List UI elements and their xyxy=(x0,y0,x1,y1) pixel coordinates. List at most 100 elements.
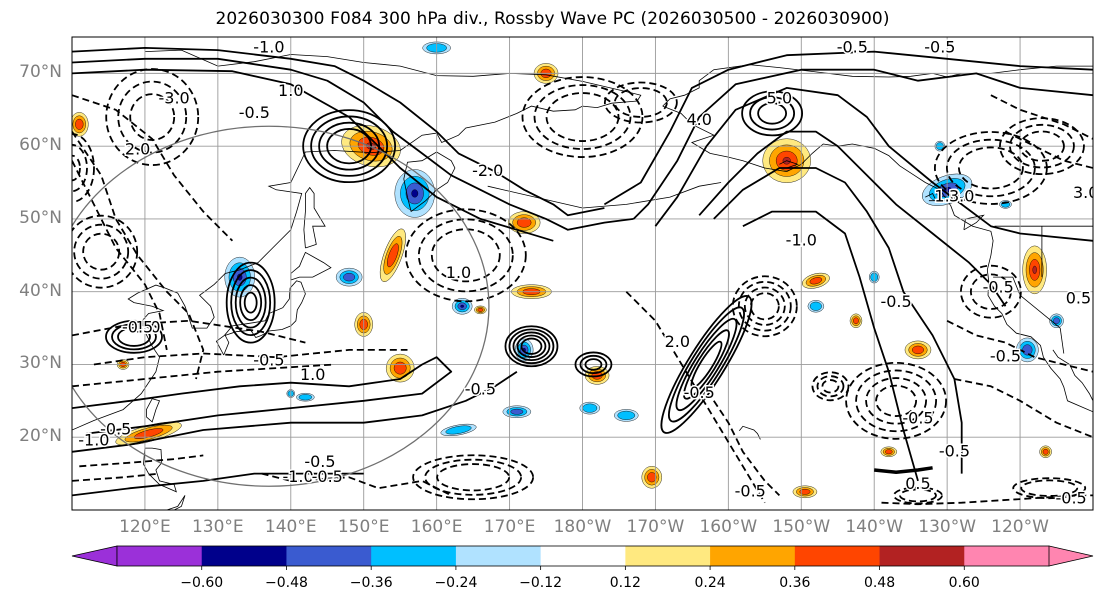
contour-label: -0.5 xyxy=(304,452,335,471)
colorbar-tick-label: 0.48 xyxy=(863,575,896,591)
positive-contour xyxy=(603,50,1093,206)
contour-labels: -1.0 -0.5 -0.55.04.02.0-3.0-0.51.0-2.01.03… xyxy=(77,37,1098,509)
positive-contour xyxy=(690,340,723,389)
negative-contour xyxy=(625,291,766,504)
contour-label: 4.0 xyxy=(686,110,711,129)
longitude-label: 150°E xyxy=(337,517,390,537)
contour-label: -0.5 xyxy=(902,409,933,428)
coastline xyxy=(1059,328,1065,354)
coastline xyxy=(963,214,985,231)
negative-contour xyxy=(436,463,511,492)
positive-contour xyxy=(698,130,1007,307)
positive-contour xyxy=(512,331,551,362)
colorbar-tick-label: −0.12 xyxy=(519,575,563,591)
positive-contour xyxy=(302,109,397,184)
colorbar-tick-label: −0.24 xyxy=(434,575,478,591)
positive-contour xyxy=(72,370,518,453)
divergence-blob xyxy=(1049,313,1064,328)
negative-contour xyxy=(72,154,81,182)
negative-contour xyxy=(424,458,523,496)
divergence-blob xyxy=(614,409,639,422)
divergence-blob xyxy=(335,267,363,287)
negative-contour xyxy=(999,117,1085,176)
contour-label: 1.0 xyxy=(934,187,959,206)
negative-contour xyxy=(749,292,780,321)
negative-contour xyxy=(603,81,678,124)
divergence-blob xyxy=(379,228,406,282)
negative-contour xyxy=(960,264,1022,319)
colorbar-segment xyxy=(540,546,626,566)
coastline xyxy=(145,398,161,423)
map-title: 2026030300 F084 300 hPa div., Rossby Wav… xyxy=(215,9,890,29)
negative-contour xyxy=(72,133,95,203)
contour-label: -0.5 xyxy=(122,318,153,337)
contour-label: -1.0 xyxy=(129,318,160,337)
colorbar-segment xyxy=(286,546,372,566)
coastline xyxy=(303,186,326,249)
latitude-label: 70°N xyxy=(19,62,62,83)
divergence-blob xyxy=(849,313,863,328)
positive-contour xyxy=(683,329,730,400)
negative-contour xyxy=(72,94,234,242)
contour-label: -0.5 xyxy=(465,379,496,398)
longitude-label: 120°W xyxy=(991,517,1049,537)
colorbar-segment xyxy=(625,546,711,566)
contour-label: -0.5 xyxy=(312,467,343,486)
divergence-blob xyxy=(440,423,477,436)
map-frame xyxy=(71,36,1094,511)
negative-contour xyxy=(990,94,1093,140)
negative-contour xyxy=(545,92,620,142)
longitude-label: 160°E xyxy=(410,517,463,537)
longitude-label: 140°W xyxy=(845,517,904,537)
negative-contour xyxy=(261,472,452,497)
positive-contour xyxy=(243,291,258,314)
contour-label: 3.0 xyxy=(1073,183,1098,202)
colorbar-tick-label: −0.48 xyxy=(265,575,308,591)
negative-contour xyxy=(946,138,1036,198)
coastline xyxy=(738,425,761,440)
divergence-blob xyxy=(880,446,897,457)
positive-contour xyxy=(632,68,1093,220)
negative-contour xyxy=(533,84,632,150)
contour-label: -1.0 xyxy=(786,230,817,249)
contour-label: 1.0 xyxy=(446,263,471,282)
colorbar-tick-label: 0.60 xyxy=(948,575,980,591)
negative-contour xyxy=(958,146,1024,190)
negative-contour xyxy=(93,348,408,366)
colorbar-tick-label: 0.12 xyxy=(609,575,641,591)
negative-contour xyxy=(404,208,527,303)
contour-label: -0.5 xyxy=(924,37,955,56)
divergence-blob xyxy=(474,305,487,315)
negative-contour xyxy=(72,319,306,344)
contour-label: 1.0 xyxy=(300,365,325,384)
gridlines xyxy=(72,37,1093,510)
longitude-label: 170°W xyxy=(626,517,685,537)
positive-contour xyxy=(111,323,157,351)
latitude-label: 60°N xyxy=(19,135,62,156)
colorbar-frame xyxy=(116,545,1050,567)
colorbar-segment xyxy=(201,546,287,566)
divergence-blob xyxy=(802,272,830,289)
positive-contour xyxy=(660,295,753,434)
negative-contour xyxy=(72,214,139,289)
colorbar-tick-label: 0.36 xyxy=(779,575,811,591)
colorbar-segment xyxy=(117,546,203,566)
negative-contour xyxy=(881,494,1093,506)
contour-label: -1.0 xyxy=(78,430,109,449)
contour-label: -2.0 xyxy=(472,161,503,180)
negative-contour xyxy=(79,454,204,468)
coastline xyxy=(779,160,799,169)
colorbar-under-arrow xyxy=(71,545,118,567)
negative-contour xyxy=(865,377,927,425)
coastline xyxy=(403,151,456,212)
contour-label: -0.5 xyxy=(880,292,911,311)
negative-contour xyxy=(613,87,668,118)
coastline xyxy=(662,105,1093,413)
divergence-blob xyxy=(385,353,415,383)
positive-contour xyxy=(579,354,608,375)
positive-contour xyxy=(654,87,1093,242)
latitude-label: 20°N xyxy=(19,426,62,447)
positive-contour xyxy=(574,351,613,378)
negative-contour xyxy=(72,472,160,482)
